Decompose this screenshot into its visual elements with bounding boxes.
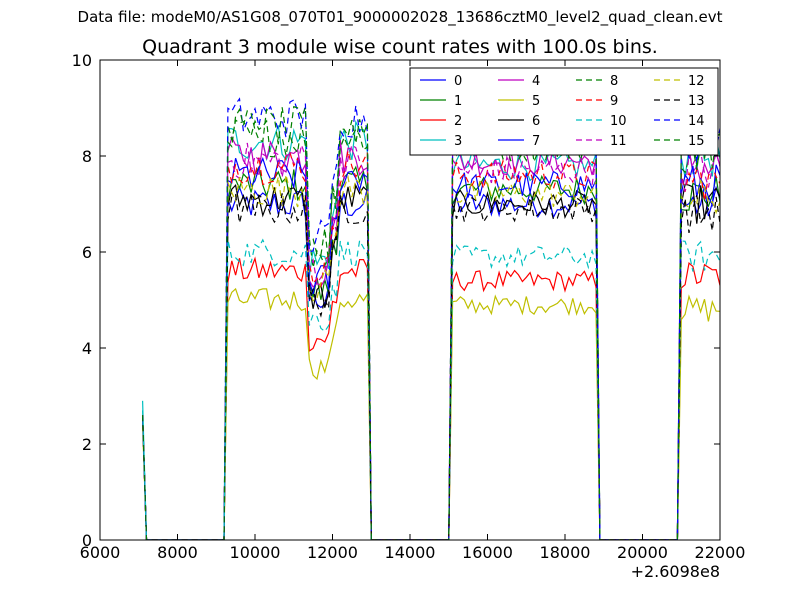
x-tick-label: 16000 [462,543,513,562]
legend-label-4: 4 [532,74,540,89]
series-line-8 [142,119,720,540]
series-line-7 [142,156,720,540]
y-tick-label: 10 [72,51,92,70]
x-tick-label: 10000 [230,543,281,562]
legend-label-3: 3 [454,134,462,149]
series-line-14 [142,97,720,540]
x-offset-label: +2.6098e8 [631,562,720,581]
ticks-layer: 6000 8000 10000 12000 14000 16000 18000 20000 22… [72,51,746,562]
legend-label-7: 7 [532,134,540,149]
legend-label-5: 5 [532,94,540,109]
series-line-11 [142,142,720,540]
y-tick-label: 0 [82,531,92,550]
series-line-1 [142,165,720,540]
series-line-13 [142,193,720,540]
series-layer [142,97,720,540]
data-file-label: Data file: modeM0/AS1G08_070T01_90000020… [77,8,723,26]
x-tick-label: 14000 [385,543,436,562]
legend-label-10: 10 [610,114,627,129]
y-tick-label: 6 [82,243,92,262]
legend-label-6: 6 [532,114,540,129]
x-tick-label: 12000 [307,543,358,562]
legend-label-2: 2 [454,114,462,129]
series-line-9 [142,150,720,540]
legend-label-9: 9 [610,94,618,109]
y-tick-label: 2 [82,435,92,454]
x-tick-label: 20000 [617,543,668,562]
legend-label-13: 13 [688,94,705,109]
legend-label-0: 0 [454,74,462,89]
x-tick-label: 22000 [695,543,746,562]
series-line-3 [142,119,720,540]
legend-label-11: 11 [610,134,627,149]
legend-label-12: 12 [688,74,705,89]
legend-label-15: 15 [688,134,705,149]
x-tick-label: 8000 [157,543,198,562]
series-line-10 [142,238,720,540]
legend-label-8: 8 [610,74,618,89]
chart-title: Quadrant 3 module wise count rates with … [142,36,658,58]
x-tick-label: 6000 [80,543,121,562]
series-line-5 [142,287,720,540]
series-line-2 [142,256,720,540]
series-line-4 [142,135,720,540]
legend-label-1: 1 [454,94,462,109]
x-tick-label: 18000 [540,543,591,562]
series-line-6 [142,183,720,540]
series-line-0 [142,185,720,540]
legend-label-14: 14 [688,114,705,129]
y-tick-label: 4 [82,339,92,358]
series-line-12 [142,174,720,540]
y-tick-label: 8 [82,147,92,166]
